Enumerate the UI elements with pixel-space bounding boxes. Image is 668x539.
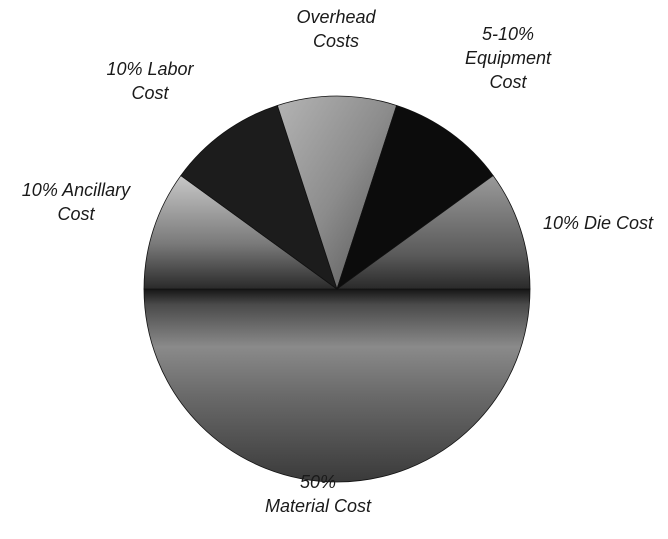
slice-label-4: 10-15% Overhead Costs [296,0,376,51]
slice-label-2-line-2: Cost [57,204,95,224]
slice-label-1: 50% Material Cost [265,472,372,516]
pie-slice-6 [335,175,531,290]
slice-label-4-line-1: 10-15% [305,0,367,3]
pie-slice-2 [143,175,339,290]
slice-label-3: 10% Labor Cost [106,59,194,103]
slice-label-4-line-3: Costs [313,31,359,51]
slice-label-6: 10% Die Cost [543,213,654,233]
slice-label-3-line-1: 10% Labor [106,59,194,79]
slice-label-4-line-2: Overhead [296,7,376,27]
slice-label-5-line-1: 5-10% [482,24,534,44]
pie-slice-4 [276,95,398,291]
pie-slice-5 [336,104,494,291]
slice-label-1-line-2: Material Cost [265,496,372,516]
slice-label-1-line-1: 50% [300,472,336,492]
slice-label-3-line-2: Cost [131,83,169,103]
slice-label-5-line-2: Equipment [465,48,552,68]
slice-label-6-line-1: 10% Die Cost [543,213,654,233]
slice-label-5-line-3: Cost [489,72,527,92]
pie-slice-3 [180,104,338,291]
slice-label-2: 10% Ancillary Cost [22,180,131,224]
slice-label-5: 5-10% Equipment Cost [465,24,552,92]
slice-label-2-line-1: 10% Ancillary [22,180,131,200]
pie-slice-1 [143,288,531,483]
